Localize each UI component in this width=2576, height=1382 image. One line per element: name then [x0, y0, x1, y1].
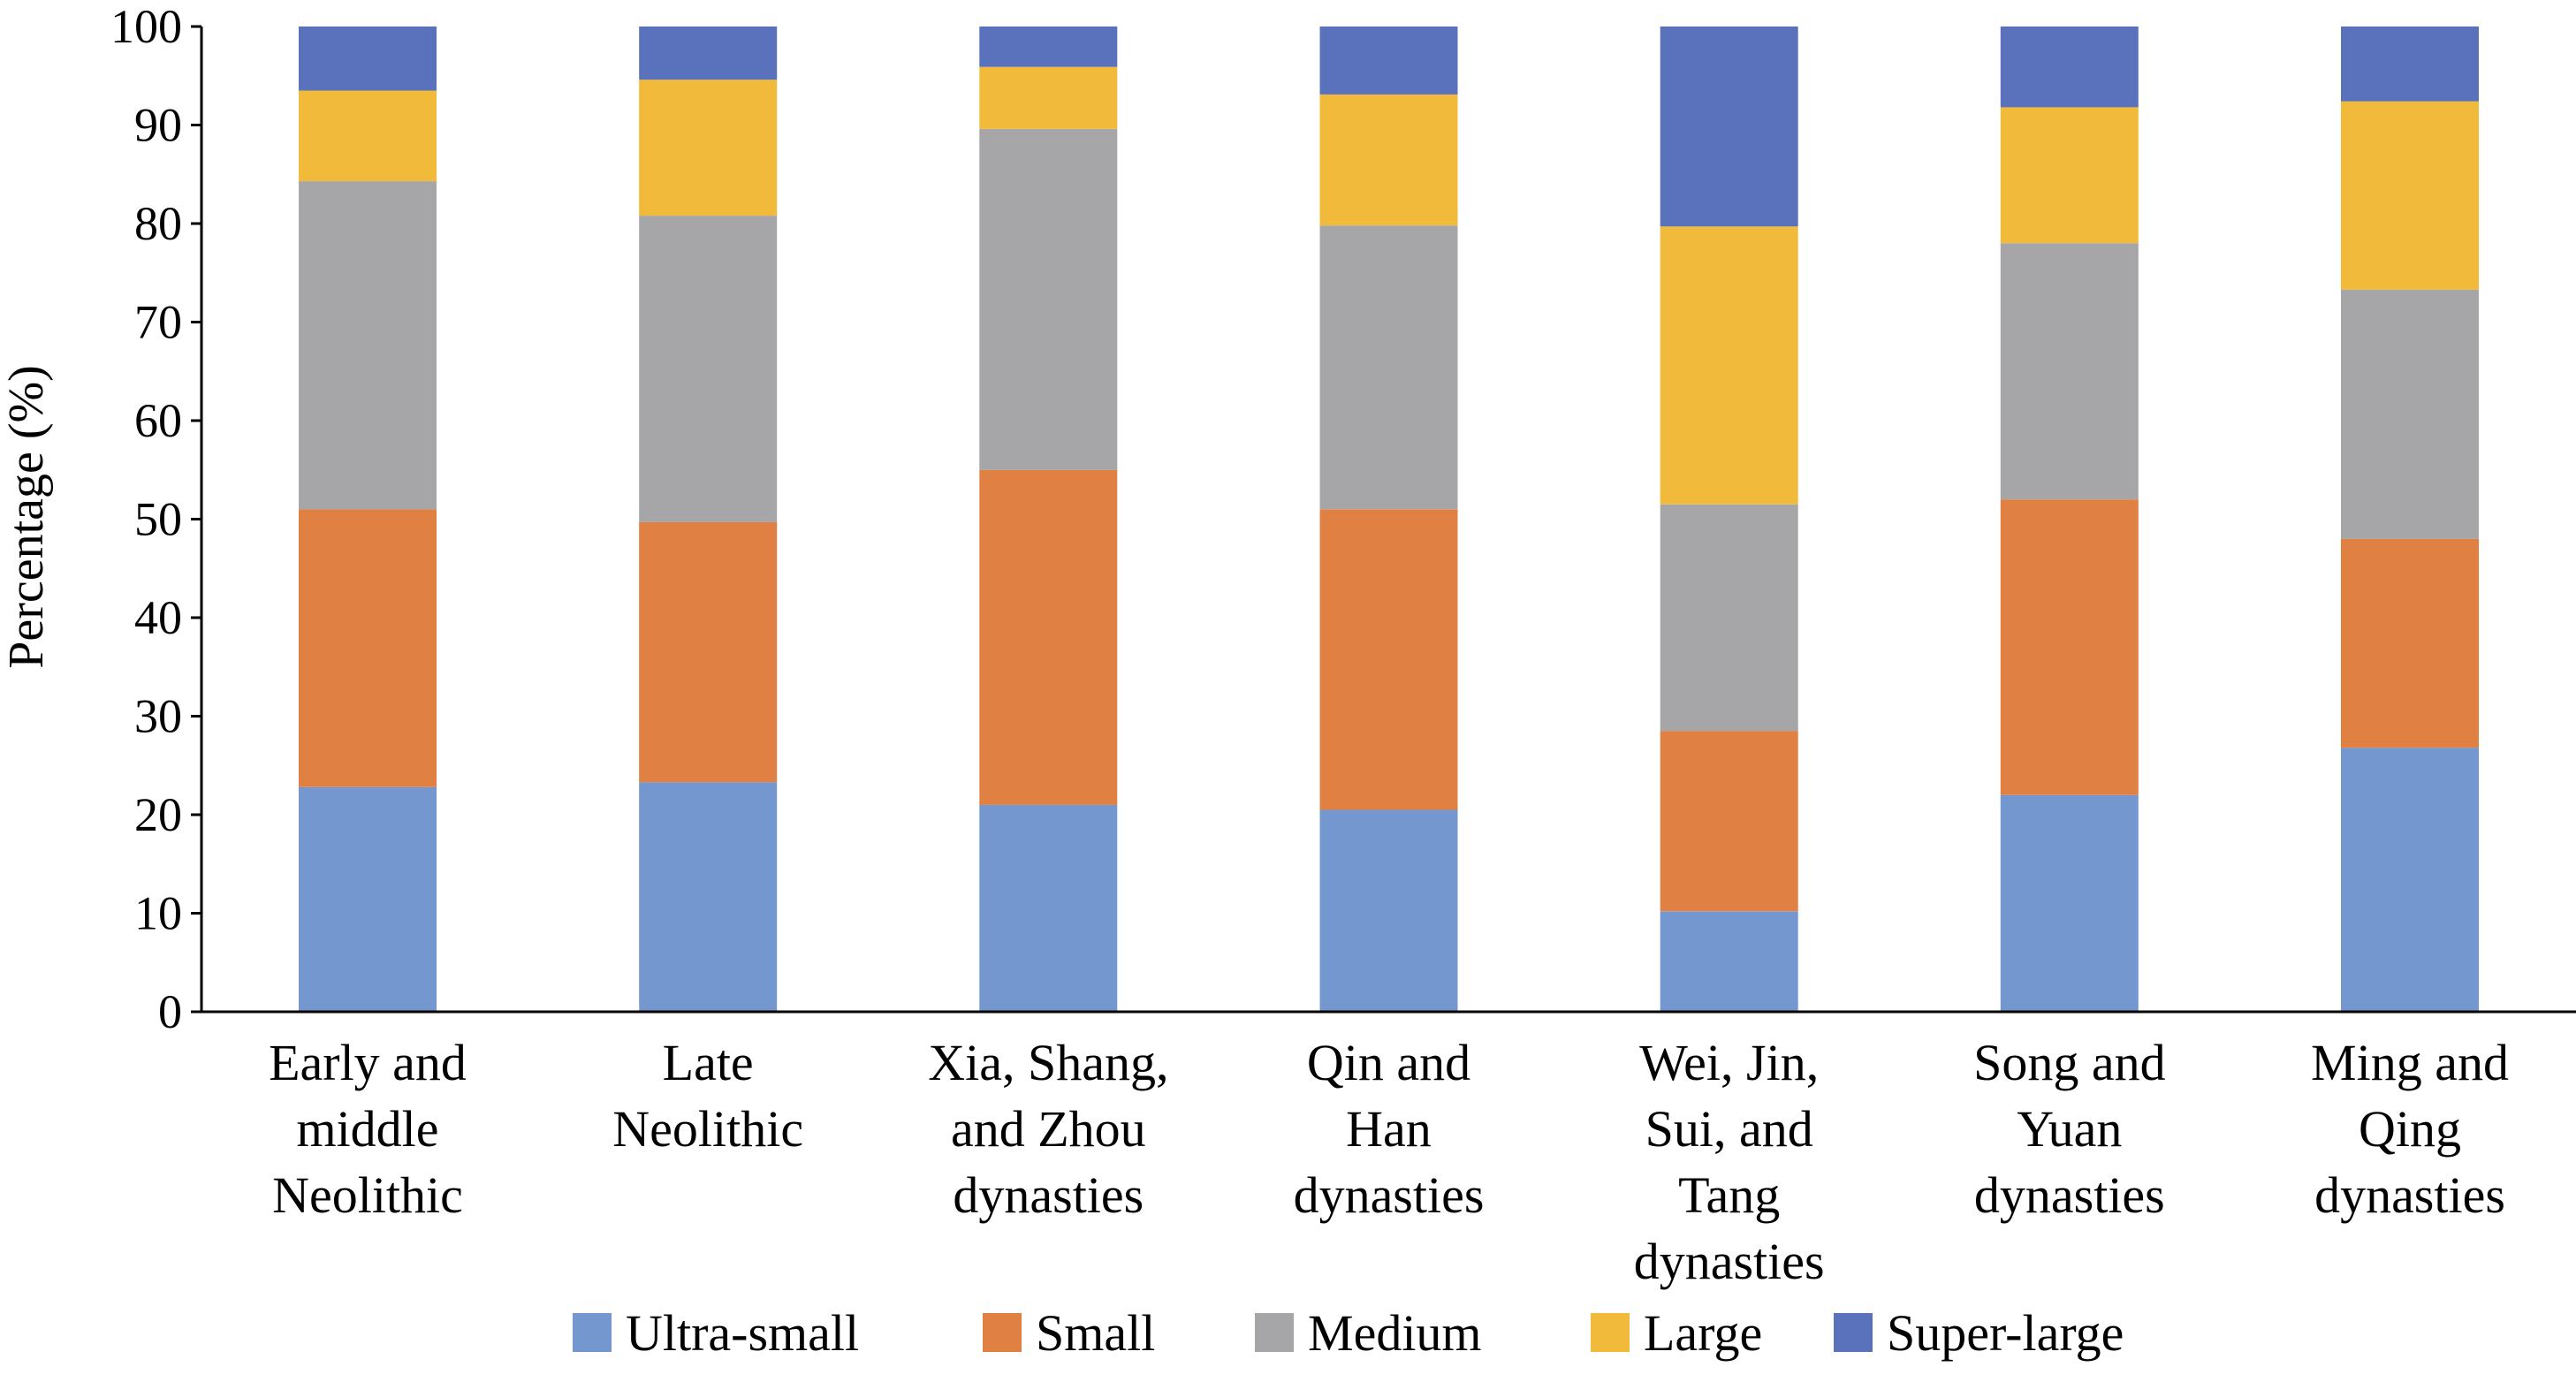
legend-label-medium: Medium: [1308, 1304, 1482, 1362]
bar-segment-super-large-1: [639, 27, 778, 80]
x-category-label-6-line-0: Ming and: [2311, 1034, 2509, 1091]
x-category-label-6-line-2: dynasties: [2314, 1166, 2505, 1224]
x-category-label-0-line-0: Early and: [269, 1034, 467, 1091]
y-tick-label-50: 50: [134, 493, 182, 546]
x-category-label-4-line-1: Sui, and: [1645, 1100, 1813, 1158]
x-category-label-2-line-1: and Zhou: [951, 1100, 1146, 1158]
bar-segment-large-2: [979, 66, 1118, 129]
bar-segment-ultra-small-5: [2000, 794, 2139, 1012]
bar-segment-super-large-2: [979, 27, 1118, 67]
bar-segment-super-large-0: [299, 27, 437, 91]
bar-segment-super-large-6: [2341, 27, 2479, 102]
bar-segment-small-1: [639, 521, 778, 783]
bar-segment-ultra-small-4: [1660, 911, 1798, 1012]
bar-segment-small-3: [1319, 509, 1458, 810]
y-tick-label-30: 30: [134, 690, 182, 743]
y-tick-label-60: 60: [134, 394, 182, 447]
bar-segment-ultra-small-6: [2341, 748, 2479, 1012]
x-category-label-2-line-2: dynasties: [953, 1166, 1144, 1224]
x-category-label-1-line-1: Neolithic: [612, 1100, 803, 1158]
bar-segment-ultra-small-0: [299, 786, 437, 1012]
x-category-label-5-line-2: dynasties: [1974, 1166, 2165, 1224]
x-category-label-1-line-0: Late: [663, 1034, 754, 1091]
bar-segment-large-4: [1660, 226, 1798, 505]
x-category-label-3-line-2: dynasties: [1294, 1166, 1485, 1224]
bar-segment-medium-5: [2000, 243, 2139, 500]
bar-segment-small-6: [2341, 538, 2479, 748]
x-category-label-4-line-3: dynasties: [1634, 1233, 1825, 1290]
y-tick-label-100: 100: [110, 0, 182, 53]
x-category-label-5-line-0: Song and: [1973, 1034, 2166, 1091]
bar-segment-ultra-small-3: [1319, 809, 1458, 1012]
y-tick-label-10: 10: [134, 887, 182, 940]
bars-layer: [299, 27, 2479, 1012]
bar-segment-medium-6: [2341, 289, 2479, 539]
y-tick-label-40: 40: [134, 591, 182, 644]
bar-segment-super-large-3: [1319, 27, 1458, 95]
x-category-labels: Early and middle Neolithic Late Neolithic Xia…: [269, 1034, 2509, 1290]
bar-segment-large-6: [2341, 101, 2479, 290]
y-tick-label-90: 90: [134, 99, 182, 152]
bar-segment-medium-4: [1660, 504, 1798, 732]
x-category-label-6-line-1: Qing: [2359, 1100, 2461, 1158]
y-tick-label-20: 20: [134, 788, 182, 841]
bar-segment-medium-0: [299, 181, 437, 510]
bar-segment-small-2: [979, 469, 1118, 805]
legend-label-super-large: Super-large: [1887, 1304, 2124, 1362]
bar-segment-small-4: [1660, 731, 1798, 912]
bar-segment-medium-2: [979, 129, 1118, 470]
x-category-label-4-line-2: Tang: [1678, 1166, 1780, 1224]
bar-segment-small-5: [2000, 499, 2139, 795]
legend-swatch-ultra-small: [573, 1313, 612, 1352]
bar-segment-large-1: [639, 80, 778, 216]
x-category-label-3-line-1: Han: [1346, 1100, 1432, 1158]
bar-segment-small-0: [299, 509, 437, 787]
bar-segment-ultra-small-1: [639, 782, 778, 1012]
legend-label-ultra-small: Ultra-small: [626, 1304, 859, 1362]
bar-segment-large-3: [1319, 94, 1458, 226]
legend-label-large: Large: [1644, 1304, 1762, 1362]
legend-swatch-super-large: [1834, 1313, 1873, 1352]
x-category-label-2-line-0: Xia, Shang,: [928, 1034, 1168, 1091]
x-category-label-0-line-1: middle: [296, 1100, 438, 1158]
legend-swatch-medium: [1255, 1313, 1294, 1352]
x-category-label-3-line-0: Qin and: [1307, 1034, 1470, 1091]
legend-label-small: Small: [1036, 1304, 1155, 1362]
legend-swatch-large: [1591, 1313, 1630, 1352]
bar-segment-ultra-small-2: [979, 804, 1118, 1012]
x-category-label-0-line-2: Neolithic: [272, 1166, 463, 1224]
bar-segment-large-0: [299, 90, 437, 182]
y-tick-label-0: 0: [158, 985, 182, 1038]
bar-segment-large-5: [2000, 107, 2139, 244]
bar-segment-super-large-4: [1660, 27, 1798, 227]
y-tick-label-70: 70: [134, 296, 182, 349]
bar-segment-medium-3: [1319, 225, 1458, 510]
y-axis-label: Percentage (%): [0, 365, 54, 669]
bar-segment-super-large-5: [2000, 27, 2139, 108]
legend-swatch-small: [983, 1313, 1022, 1352]
bar-segment-medium-1: [639, 216, 778, 522]
y-tick-label-80: 80: [134, 197, 182, 250]
x-category-label-5-line-1: Yuan: [2017, 1100, 2122, 1158]
y-ticks-layer: 0 10 20 30 40 50 60 70 80 90 100: [110, 0, 201, 1038]
legend: Ultra-small Small Medium Large Super-large: [573, 1304, 2124, 1362]
x-category-label-4-line-0: Wei, Jin,: [1639, 1034, 1819, 1091]
